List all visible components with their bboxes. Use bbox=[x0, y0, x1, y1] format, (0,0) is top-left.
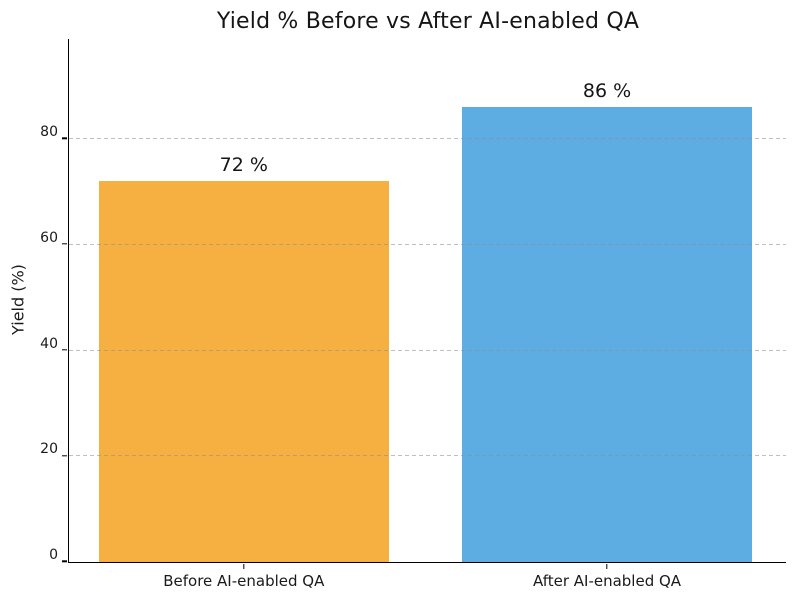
y-tick-mark-40 bbox=[61, 349, 68, 351]
x-tick-mark-0 bbox=[243, 563, 245, 569]
bar-value-label-1: 86 % bbox=[582, 80, 632, 103]
y-tick-label-0: 0 bbox=[49, 547, 58, 563]
y-tick-mark-80 bbox=[61, 137, 68, 140]
y-tick-label-40: 40 bbox=[40, 335, 58, 352]
plot-area: 0 20 40 60 80 72 % Before AI-enabled QA 86 % Aft… bbox=[40, 39, 786, 590]
x-tick-mark-1 bbox=[606, 563, 608, 569]
bar-0 bbox=[98, 181, 389, 562]
y-tick-label-60: 60 bbox=[40, 229, 58, 246]
y-tick-label-20: 20 bbox=[40, 441, 58, 458]
chart-title: Yield % Before vs After AI-enabled QA bbox=[216, 9, 640, 34]
y-tick-mark-0 bbox=[61, 560, 68, 562]
y-tick-mark-60 bbox=[61, 243, 68, 245]
bar-value-label-0: 72 % bbox=[219, 154, 268, 177]
y-tick-label-80: 80 bbox=[40, 124, 58, 141]
y-axis-label: Yield (%) bbox=[8, 264, 28, 335]
x-tick-label-0: Before AI-enabled QA bbox=[163, 572, 325, 590]
y-tick-mark-20 bbox=[61, 454, 68, 457]
bar-1 bbox=[461, 107, 753, 562]
x-tick-label-1: After AI-enabled QA bbox=[532, 572, 682, 590]
